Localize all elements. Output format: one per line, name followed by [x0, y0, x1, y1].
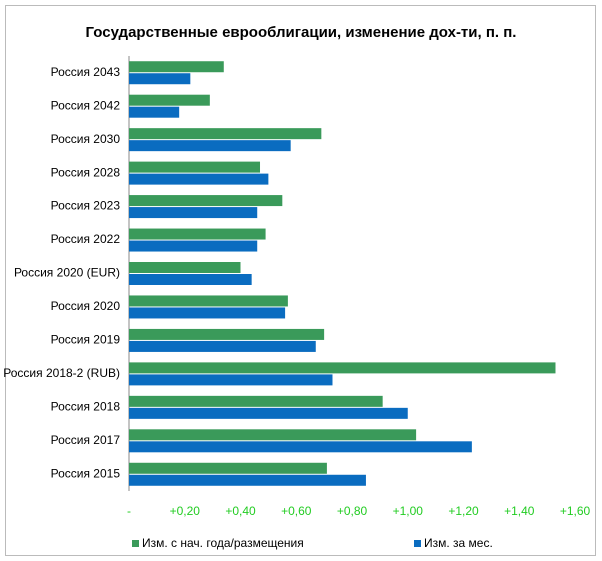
x-tick-label: +0,40 [225, 504, 256, 518]
bar [129, 307, 286, 319]
x-tick-label: +1,20 [448, 504, 479, 518]
x-tick-label: +1,40 [504, 504, 535, 518]
bar [129, 128, 322, 140]
bar [129, 207, 258, 219]
y-tick-label: Россия 2022 [51, 232, 121, 246]
bar [129, 140, 291, 152]
bar [129, 374, 333, 386]
bar [129, 274, 252, 285]
x-tick-label: +0,60 [281, 504, 312, 518]
x-tick-label: +0,20 [170, 504, 201, 518]
y-tick-label: Россия 2018 [51, 400, 121, 414]
bar [129, 429, 417, 441]
x-tick-label: +0,80 [337, 504, 368, 518]
y-tick-label: Россия 2017 [51, 433, 121, 447]
y-tick-label: Россия 2028 [51, 165, 121, 179]
chart-title: Государственные еврооблигации, изменение… [86, 24, 517, 41]
bar [129, 195, 283, 207]
bar [129, 328, 325, 340]
y-tick-label: Россия 2020 (EUR) [14, 266, 120, 280]
bar [129, 161, 261, 173]
y-tick-label: Россия 2042 [51, 98, 121, 112]
x-tick-label: - [127, 504, 131, 518]
y-tick-label: Россия 2019 [51, 333, 121, 347]
bar [129, 441, 472, 453]
x-tick-label: +1,00 [393, 504, 424, 518]
bar [129, 362, 556, 374]
bar [129, 407, 408, 419]
legend-swatch [132, 540, 139, 547]
legend-label: Изм. с нач. года/размещения [142, 536, 304, 550]
y-tick-label: Россия 2020 [51, 299, 121, 313]
y-tick-label: Россия 2030 [51, 132, 121, 146]
bar [129, 73, 191, 85]
bar [129, 474, 366, 486]
legend-swatch [414, 540, 421, 547]
bar [129, 228, 266, 240]
y-tick-label: Россия 2043 [51, 65, 121, 79]
bar [129, 262, 241, 273]
x-tick-label: +1,60 [560, 504, 591, 518]
bar [129, 173, 269, 185]
bar [129, 395, 383, 407]
bar [129, 106, 180, 118]
y-tick-label: Россия 2018-2 (RUB) [3, 366, 120, 380]
bar [129, 295, 288, 307]
bar [129, 462, 327, 474]
legend-label: Изм. за мес. [424, 536, 493, 550]
bar [129, 340, 316, 352]
y-tick-label: Россия 2023 [51, 199, 121, 213]
bar [129, 240, 258, 252]
bar [129, 61, 224, 73]
y-tick-label: Россия 2015 [51, 466, 121, 480]
bar [129, 94, 210, 106]
